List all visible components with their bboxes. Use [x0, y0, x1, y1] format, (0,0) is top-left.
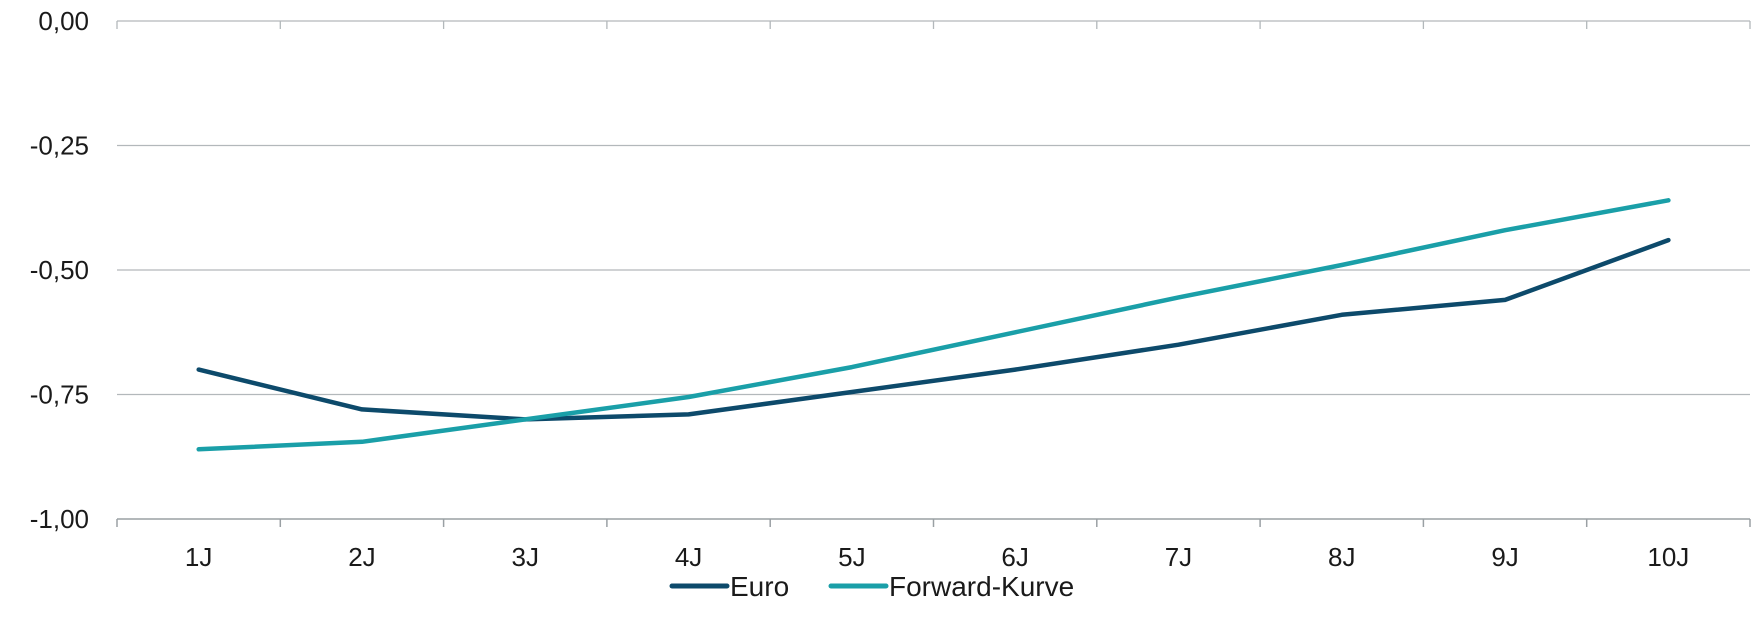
x-tick-label: 2J — [348, 542, 375, 572]
y-axis-labels: 0,00 -0,25 -0,50 -0,75 -1,00 — [30, 6, 89, 534]
y-tick-label: 0,00 — [38, 6, 89, 36]
legend: Euro Forward-Kurve — [669, 571, 1074, 602]
legend-label: Euro — [730, 571, 789, 602]
x-tick-label: 6J — [1001, 542, 1028, 572]
series-lines — [196, 198, 1671, 452]
series-line-forward-kurve — [196, 198, 1671, 452]
y-tick-label: -1,00 — [30, 504, 89, 534]
x-tick-label: 10J — [1647, 542, 1689, 572]
x-tick-label: 5J — [838, 542, 865, 572]
x-axis-labels: 1J 2J 3J 4J 5J 6J 7J 8J 9J 10J — [185, 542, 1689, 572]
x-tick-label: 7J — [1165, 542, 1192, 572]
x-tick-label: 1J — [185, 542, 212, 572]
y-tick-label: -0,50 — [30, 255, 89, 285]
legend-label: Forward-Kurve — [889, 571, 1074, 602]
x-tick-label: 4J — [675, 542, 702, 572]
x-tick-label: 8J — [1328, 542, 1355, 572]
gridlines — [117, 20, 1750, 396]
x-axis — [116, 21, 1751, 527]
y-tick-label: -0,75 — [30, 380, 89, 410]
series-line-euro — [196, 237, 1671, 422]
x-tick-label: 3J — [512, 542, 539, 572]
y-tick-label: -0,25 — [30, 131, 89, 161]
x-tick-label: 9J — [1491, 542, 1518, 572]
